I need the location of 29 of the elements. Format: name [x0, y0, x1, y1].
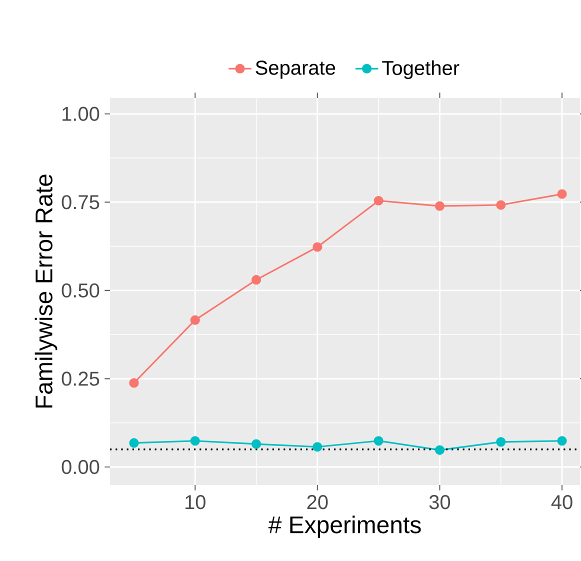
- legend-label: Together: [382, 60, 460, 80]
- legend-label: Separate: [256, 60, 336, 79]
- y-axis-title: Familywise Error Rate: [34, 174, 58, 408]
- point: [557, 436, 567, 446]
- point: [312, 442, 322, 452]
- y-tick-label: 0.50: [62, 283, 100, 298]
- point: [190, 436, 200, 446]
- y-tick-label: 0.25: [62, 372, 100, 386]
- x-tick-label: 10: [186, 495, 206, 510]
- x-tick-label: 30: [429, 495, 450, 510]
- point: [190, 315, 200, 325]
- point: [496, 437, 506, 447]
- point: [312, 242, 322, 252]
- point: [251, 275, 262, 285]
- y-tick-label: 1.00: [62, 106, 100, 121]
- point: [557, 189, 567, 199]
- point: [129, 378, 139, 388]
- point: [374, 436, 384, 446]
- point: [374, 196, 384, 206]
- x-tick-label: 40: [551, 495, 572, 510]
- x-axis-title: # Experiments: [268, 516, 421, 538]
- point: [434, 201, 445, 211]
- point: [434, 445, 445, 455]
- point: [496, 200, 506, 210]
- x-tick-label: 20: [307, 495, 328, 510]
- y-tick-label: 0.00: [62, 460, 100, 474]
- point: [251, 439, 262, 449]
- y-tick-label: 0.75: [62, 195, 100, 210]
- point: [129, 438, 139, 448]
